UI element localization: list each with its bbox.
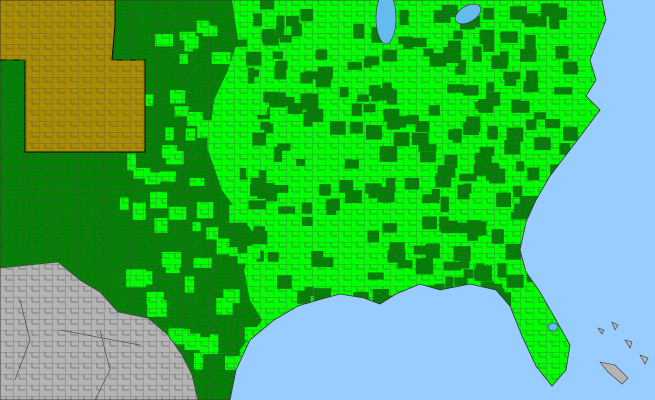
lake-okeechobee bbox=[547, 322, 559, 332]
lake-erie bbox=[454, 3, 482, 25]
mexico-borders bbox=[14, 299, 141, 400]
lake-michigan bbox=[375, 0, 397, 45]
caribbean-islands bbox=[597, 321, 649, 385]
coastline bbox=[0, 0, 607, 400]
